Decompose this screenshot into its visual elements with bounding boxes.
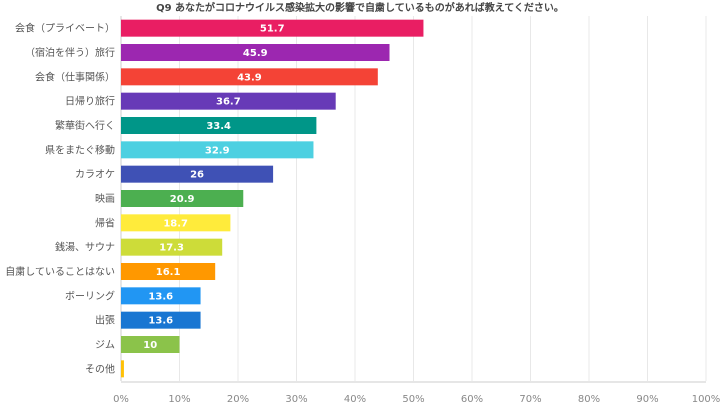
data-label: 26 [190,170,204,181]
bar [121,360,124,378]
data-label: 36.7 [216,97,241,108]
x-tick-label: 60% [461,394,483,405]
x-tick-label: 40% [344,394,366,405]
category-label: 自粛していることはない [5,265,115,278]
x-tick-label: 90% [636,394,658,405]
category-label: 会食（プライベート） [15,22,115,35]
bar [121,141,314,159]
category-label: ボーリング [65,289,115,302]
x-tick-label: 0% [113,394,129,405]
data-label: 51.7 [260,24,285,35]
data-label: 33.4 [206,121,231,132]
category-label: その他 [85,362,115,375]
x-tick-label: 30% [285,394,307,405]
data-label: 16.1 [156,267,181,278]
data-label: 13.6 [148,291,173,302]
category-label: 繁華街へ行く [55,119,115,132]
category-label: 県をまたぐ移動 [45,143,115,156]
data-label: 17.3 [159,243,184,254]
category-label: 映画 [95,193,115,205]
bar [121,214,231,232]
x-tick-label: 80% [578,394,600,405]
bar [121,238,223,256]
category-label: 帰省 [95,216,115,229]
x-tick-label: 70% [519,394,541,405]
bar [121,287,201,305]
bar [121,165,274,183]
bar [121,19,424,37]
data-label: 32.9 [205,145,230,156]
x-tick-label: 10% [168,394,190,405]
category-label: 会食（仕事関係） [35,70,115,83]
bar [121,68,378,86]
category-label: 銭湯、サウナ [55,241,115,254]
category-label: （宿泊を伴う）旅行 [25,46,115,59]
x-tick-label: 100% [692,394,720,405]
bar [121,311,201,329]
data-label: 43.9 [237,72,262,83]
bar [121,44,390,61]
x-tick-label: 20% [227,394,249,405]
data-label: 10 [143,340,157,351]
bar [121,117,317,134]
data-label: 45.9 [243,48,268,59]
chart-title: Q9 あなたがコロナウイルス感染拡大の影響で自粛しているものがあれば教えてくださ… [156,1,564,14]
bar [121,263,216,280]
bar [121,190,244,207]
category-label: 出張 [95,314,115,327]
x-tick-label: 50% [402,394,424,405]
bar [121,92,336,110]
data-label: 18.7 [163,218,188,229]
category-label: カラオケ [75,169,115,181]
bar [121,336,180,353]
category-label: 日帰り旅行 [65,95,115,108]
category-label: ジム [95,339,115,351]
data-label: 20.9 [170,194,195,205]
data-label: 13.6 [148,316,173,327]
